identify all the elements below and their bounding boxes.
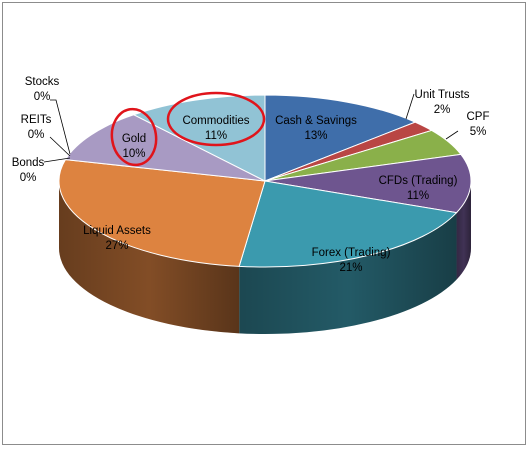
leader-line-unit-trusts xyxy=(405,93,415,120)
highlight-circle-gold xyxy=(110,107,158,167)
slice-value-unit-trusts: 2% xyxy=(434,104,451,116)
leader-line-reits xyxy=(49,136,71,157)
slice-label-cfds-trading: CFDs (Trading) xyxy=(379,175,458,187)
pie-slice-forex-trading xyxy=(238,180,458,268)
slice-value-forex-trading: 21% xyxy=(339,262,362,274)
slice-value-liquid-assets: 27% xyxy=(105,240,128,252)
slice-label-stocks: Stocks xyxy=(25,76,60,88)
slice-label-cash-savings: Cash & Savings xyxy=(275,115,357,127)
slice-value-commodities: 11% xyxy=(205,130,227,142)
slice-label-forex-trading: Forex (Trading) xyxy=(312,247,391,259)
slice-value-gold: 10% xyxy=(122,148,145,160)
leader-line-stocks xyxy=(50,99,71,155)
slice-value-reits: 0% xyxy=(28,129,45,141)
slice-label-unit-trusts: Unit Trusts xyxy=(415,89,470,101)
pie-side-shading-cfds-trading xyxy=(456,181,471,280)
leader-line-cpf xyxy=(445,130,459,140)
pie-slice-gold xyxy=(64,114,266,182)
slice-value-cpf: 5% xyxy=(470,126,487,138)
pie-slice-liquid-assets xyxy=(58,159,266,267)
pie-slice-cfds-trading xyxy=(264,153,472,214)
highlight-circle-commodities xyxy=(166,91,266,147)
slice-label-cpf: CPF xyxy=(467,111,490,123)
pie-slice-commodities xyxy=(132,94,266,182)
slice-label-liquid-assets: Liquid Assets xyxy=(83,225,151,237)
slice-value-cash-savings: 13% xyxy=(304,130,327,142)
slice-label-commodities: Commodities xyxy=(182,115,249,127)
pie-side-shading-forex-trading xyxy=(239,212,457,334)
slice-value-bonds: 0% xyxy=(20,172,37,184)
leader-line-bonds xyxy=(43,157,71,163)
slice-value-stocks: 0% xyxy=(34,91,51,103)
slice-value-cfds-trading: 11% xyxy=(407,190,429,202)
slice-label-gold: Gold xyxy=(122,133,146,145)
pie-side-shading-liquid-assets xyxy=(59,181,240,334)
slice-label-bonds: Bonds xyxy=(12,157,45,169)
slice-label-reits: REITs xyxy=(21,114,52,126)
